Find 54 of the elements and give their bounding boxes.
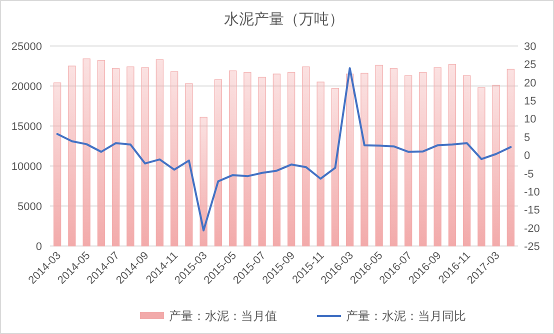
- y2-tick-label: 5: [524, 132, 530, 144]
- y2-tick-label: -5: [524, 168, 534, 180]
- bar: [478, 87, 486, 246]
- bar: [506, 68, 514, 246]
- y2-tick-label: 20: [524, 77, 536, 90]
- y2-tick-label: -25: [524, 241, 540, 253]
- y-tick-label: 20000: [11, 81, 42, 93]
- chart-title: 水泥产量（万吨）: [224, 11, 344, 28]
- y-tick-label: 15000: [11, 121, 42, 133]
- bar: [244, 72, 252, 246]
- bar: [229, 70, 237, 246]
- bar: [272, 74, 280, 246]
- bar: [360, 72, 368, 246]
- bar: [434, 67, 442, 246]
- bar: [68, 66, 76, 246]
- y2-tick-label: 10: [524, 114, 536, 126]
- bar: [141, 67, 149, 246]
- y2-tick-label: -20: [524, 222, 540, 235]
- y2-tick-label: -15: [524, 204, 540, 217]
- bar: [463, 75, 471, 246]
- bar: [185, 83, 193, 246]
- bar: [331, 88, 339, 246]
- bar: [156, 59, 164, 246]
- legend-label: 产量：水泥：当月同比: [346, 309, 466, 323]
- bar: [419, 72, 427, 246]
- y2-tick-label: 15: [524, 96, 536, 108]
- bar: [54, 82, 62, 246]
- y-tick-label: 10000: [11, 161, 42, 173]
- bar: [404, 75, 412, 246]
- bar: [258, 76, 266, 246]
- y2-tick-label: 30: [524, 41, 536, 53]
- y-tick-label: 25000: [11, 41, 42, 53]
- bar: [346, 74, 354, 246]
- bar: [214, 79, 222, 246]
- line-series: [56, 67, 512, 232]
- legend-label: 产量：水泥：当月值: [169, 309, 277, 323]
- bar: [200, 116, 208, 246]
- bar: [82, 58, 90, 246]
- y2-tick-label: 0: [524, 150, 530, 162]
- bar: [302, 66, 310, 246]
- bar: [288, 72, 296, 246]
- bar: [316, 82, 324, 246]
- bar: [97, 60, 105, 246]
- bar: [170, 71, 178, 246]
- y-tick-label: 5000: [18, 201, 42, 213]
- bar: [492, 84, 500, 246]
- bar: [126, 66, 134, 246]
- y-tick-label: 0: [36, 241, 42, 253]
- y2-tick-label: -10: [524, 186, 540, 198]
- bar: [112, 68, 120, 246]
- y2-tick-label: 25: [524, 59, 536, 72]
- bar: [390, 68, 398, 246]
- bar: [375, 64, 383, 246]
- bar: [448, 64, 456, 246]
